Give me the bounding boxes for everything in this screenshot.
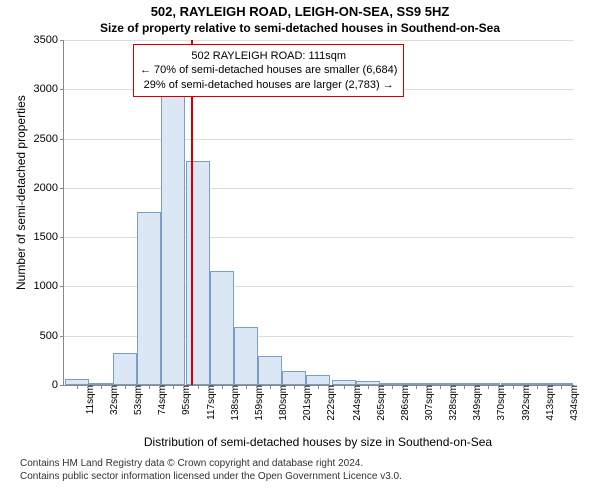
- x-tick-label: 117sqm: [202, 385, 217, 420]
- footer-line1: Contains HM Land Registry data © Crown c…: [20, 457, 580, 470]
- x-tick-label: 349sqm: [468, 385, 483, 421]
- x-tick-mark: [246, 385, 247, 389]
- x-tick-label: 392sqm: [517, 385, 532, 421]
- y-tick-mark: [60, 188, 64, 189]
- y-tick-mark: [60, 286, 64, 287]
- x-tick-mark: [488, 385, 489, 389]
- x-tick-label: 286sqm: [396, 385, 411, 421]
- histogram-bar: [113, 353, 137, 385]
- callout-line2: ← 70% of semi-detached houses are smalle…: [140, 63, 397, 77]
- x-tick-label: 180sqm: [274, 385, 289, 421]
- callout-line1: 502 RAYLEIGH ROAD: 111sqm: [140, 49, 397, 63]
- y-tick-mark: [60, 385, 64, 386]
- x-tick-mark: [513, 385, 514, 389]
- x-axis-label: Distribution of semi-detached houses by …: [63, 435, 573, 449]
- gridline: [64, 40, 574, 41]
- x-tick-mark: [173, 385, 174, 389]
- histogram-bar: [210, 271, 234, 385]
- x-tick-label: 159sqm: [250, 385, 265, 421]
- chart-title: 502, RAYLEIGH ROAD, LEIGH-ON-SEA, SS9 5H…: [0, 0, 600, 19]
- x-tick-mark: [392, 385, 393, 389]
- x-tick-label: 265sqm: [372, 385, 387, 421]
- x-tick-label: 74sqm: [153, 385, 168, 415]
- x-tick-mark: [318, 385, 319, 389]
- x-tick-mark: [149, 385, 150, 389]
- x-tick-mark: [344, 385, 345, 389]
- histogram-bar: [306, 375, 330, 385]
- x-tick-label: 32sqm: [105, 385, 120, 415]
- x-tick-label: 95sqm: [177, 385, 192, 415]
- x-tick-label: 328sqm: [444, 385, 459, 421]
- chart-container: 502, RAYLEIGH ROAD, LEIGH-ON-SEA, SS9 5H…: [0, 0, 600, 500]
- x-tick-label: 222sqm: [322, 385, 337, 421]
- histogram-bar: [282, 371, 306, 385]
- x-tick-label: 434sqm: [565, 385, 580, 421]
- y-tick-mark: [60, 237, 64, 238]
- x-tick-label: 413sqm: [541, 385, 556, 421]
- x-tick-label: 53sqm: [129, 385, 144, 415]
- x-tick-label: 11sqm: [81, 385, 96, 414]
- y-axis-label: Number of semi-detached properties: [14, 95, 28, 290]
- callout-box: 502 RAYLEIGH ROAD: 111sqm ← 70% of semi-…: [133, 44, 404, 97]
- histogram-bar: [258, 356, 282, 385]
- x-tick-label: 201sqm: [298, 385, 313, 421]
- x-tick-label: 370sqm: [492, 385, 507, 421]
- x-tick-mark: [101, 385, 102, 389]
- x-tick-label: 307sqm: [420, 385, 435, 421]
- x-tick-mark: [440, 385, 441, 389]
- x-tick-mark: [464, 385, 465, 389]
- x-tick-label: 244sqm: [348, 385, 363, 421]
- callout-line3: 29% of semi-detached houses are larger (…: [140, 78, 397, 92]
- chart-subtitle: Size of property relative to semi-detach…: [0, 19, 600, 35]
- gridline: [64, 188, 574, 189]
- x-tick-mark: [368, 385, 369, 389]
- gridline: [64, 139, 574, 140]
- x-tick-mark: [561, 385, 562, 389]
- footer-line2: Contains public sector information licen…: [20, 470, 580, 483]
- x-tick-mark: [222, 385, 223, 389]
- histogram-bar: [161, 95, 185, 385]
- y-tick-mark: [60, 139, 64, 140]
- histogram-bar: [234, 327, 258, 385]
- x-tick-mark: [270, 385, 271, 389]
- y-tick-mark: [60, 40, 64, 41]
- x-tick-mark: [416, 385, 417, 389]
- x-tick-label: 138sqm: [226, 385, 241, 421]
- y-tick-mark: [60, 336, 64, 337]
- footer-text: Contains HM Land Registry data © Crown c…: [20, 457, 580, 483]
- x-tick-mark: [537, 385, 538, 389]
- y-tick-mark: [60, 89, 64, 90]
- x-tick-mark: [77, 385, 78, 389]
- histogram-bar: [186, 161, 210, 385]
- x-tick-mark: [125, 385, 126, 389]
- x-tick-mark: [198, 385, 199, 389]
- x-tick-mark: [294, 385, 295, 389]
- histogram-bar: [137, 212, 161, 385]
